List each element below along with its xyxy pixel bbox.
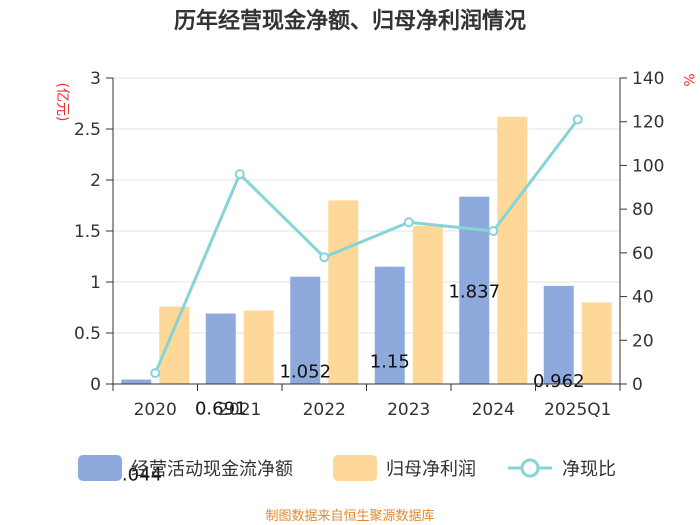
ratio-point-2024 (488, 226, 499, 236)
bar-netprofit-2023 (412, 225, 443, 384)
ratio-point-2021 (234, 169, 245, 180)
x-tick-label-2023: 2023 (387, 400, 430, 420)
y-left-tick-label: 1 (90, 273, 101, 293)
y-axis-right: 0 20 40 60 80 100 120 140 (619, 69, 664, 395)
data-labels: 0.044 0.691 1.052 1.15 1.837 0.962 (110, 282, 584, 486)
data-label-cashflow-2022: 1.052 (279, 362, 331, 383)
legend-label-ratio: 净现比 (562, 459, 616, 480)
gridlines (113, 77, 620, 334)
ratio-point-2022 (319, 252, 330, 263)
y-left-tick-label: 0.5 (74, 324, 101, 344)
legend-swatch-netprofit (333, 455, 377, 481)
ratio-line-path (153, 118, 579, 374)
x-axis: 2020 2021 2022 2023 2024 2025Q1 (112, 383, 621, 420)
y-left-tick-label: 2.5 (74, 120, 101, 140)
ratio-point-2025Q1 (572, 114, 583, 125)
y-right-tick-label: 0 (632, 375, 643, 395)
y-left-tick-label: 1.5 (74, 222, 101, 242)
bar-netprofit-2025Q1 (581, 302, 612, 384)
y-right-tick-label: 20 (632, 331, 654, 351)
ratio-line (150, 114, 583, 379)
legend-item-ratio[interactable]: 净现比 (508, 458, 616, 480)
bar-cashflow-2021 (205, 313, 236, 384)
legend-label-netprofit: 归母净利润 (386, 459, 476, 480)
bar-netprofit-2021 (243, 310, 274, 384)
ratio-point-2023 (403, 217, 414, 228)
legend-label-cashflow: 经营活动现金流净额 (131, 459, 293, 480)
legend-item-netprofit[interactable]: 归母净利润 (333, 455, 476, 481)
data-label-cashflow-2025Q1: 0.962 (533, 371, 585, 392)
bar-netprofit-2022 (328, 200, 359, 384)
bar-netprofit-2024 (497, 116, 528, 384)
x-tick-label-2025Q1: 2025Q1 (544, 400, 611, 420)
x-tick-label-2024: 2024 (472, 400, 515, 420)
legend-marker-ratio (520, 458, 540, 478)
legend: 经营活动现金流净额 归母净利润 净现比 (78, 455, 616, 481)
y-axis-left: 0 0.5 1 1.5 2 2.5 3 (74, 69, 114, 395)
y-right-unit: % (680, 73, 696, 86)
data-label-cashflow-2024: 1.837 (448, 282, 500, 303)
y-left-tick-label: 0 (90, 375, 101, 395)
y-right-tick-label: 100 (632, 156, 664, 176)
bar-netprofit-2020 (159, 306, 190, 384)
data-label-cashflow-2020: 0.044 (110, 465, 162, 486)
bar-cashflow-2022 (290, 276, 321, 384)
data-label-cashflow-2023: 1.15 (370, 352, 410, 373)
y-left-tick-label: 3 (90, 69, 101, 89)
legend-item-cashflow[interactable]: 经营活动现金流净额 (78, 455, 293, 481)
y-right-tick-label: 60 (632, 244, 654, 264)
y-left-unit: (亿元) (54, 83, 70, 122)
y-right-tick-label: 140 (632, 69, 664, 89)
y-left-tick-label: 2 (90, 171, 101, 191)
bar-cashflow-2020 (121, 379, 152, 384)
bars (121, 116, 612, 384)
y-right-tick-label: 120 (632, 113, 664, 133)
x-tick-label-2020: 2020 (134, 400, 177, 420)
x-tick-label-2021: 2021 (218, 400, 261, 420)
source-note: 制图数据来自恒生聚源数据库 (265, 508, 434, 524)
legend-swatch-cashflow (78, 455, 122, 481)
x-tick-label-2022: 2022 (303, 400, 346, 420)
ratio-point-2020 (150, 368, 161, 379)
bar-cashflow-2025Q1 (543, 285, 574, 384)
data-label-cashflow-2021: 0.691 (195, 399, 247, 420)
y-right-tick-label: 40 (632, 288, 654, 308)
y-right-tick-label: 80 (632, 200, 654, 220)
bar-cashflow-2023 (374, 266, 405, 384)
chart-title: 历年经营现金净额、归母净利润情况 (174, 8, 526, 34)
